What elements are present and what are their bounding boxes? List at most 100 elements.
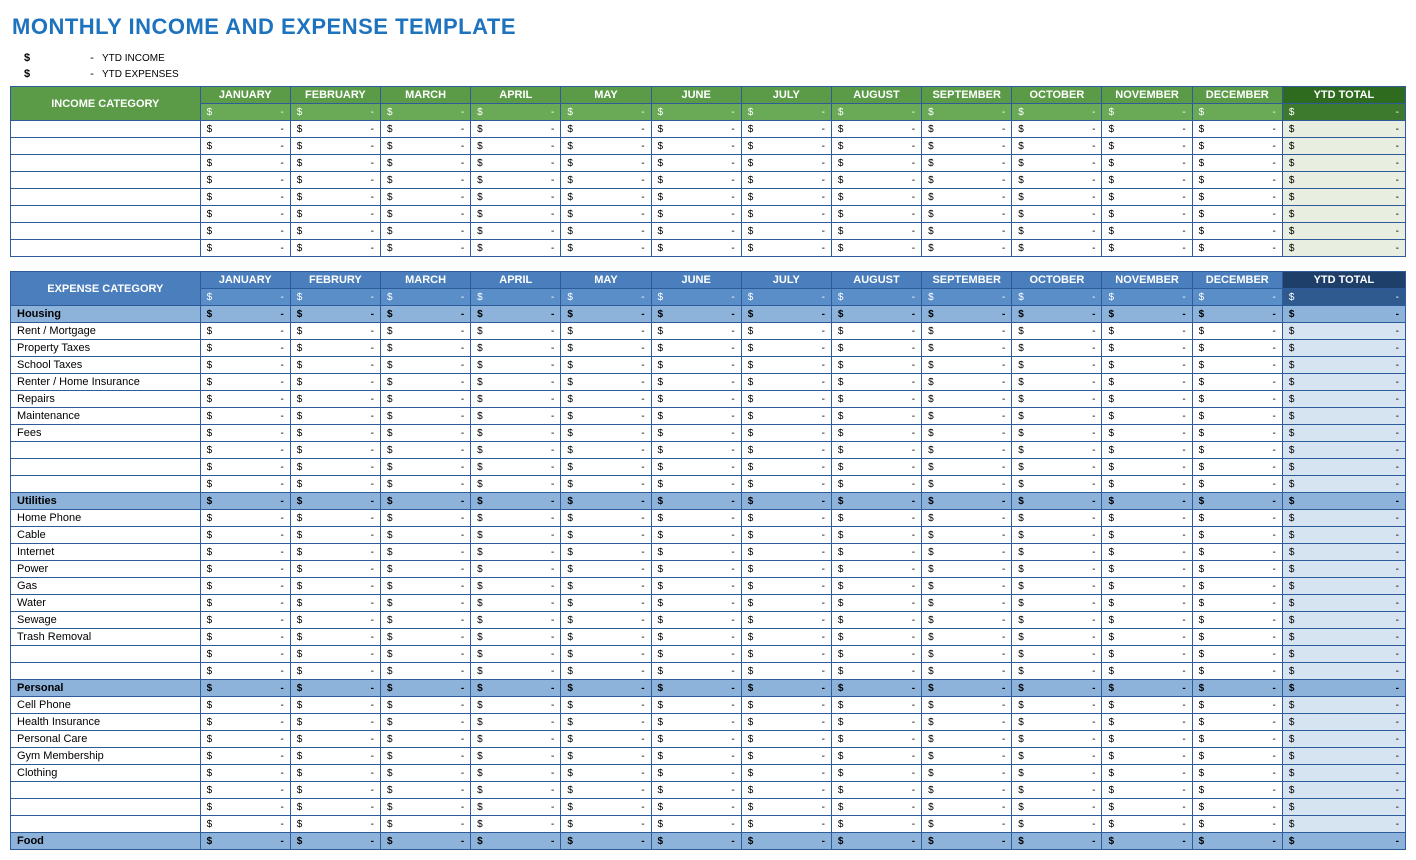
expense-cell[interactable]: $- — [831, 476, 921, 493]
expense-group-cell[interactable]: $- — [831, 833, 921, 850]
expense-cell[interactable]: $- — [922, 357, 1012, 374]
expense-group-cell[interactable]: $- — [831, 493, 921, 510]
income-cell[interactable]: $- — [471, 206, 561, 223]
expense-cell[interactable]: $- — [741, 646, 831, 663]
income-ytd-cell[interactable]: $- — [1282, 155, 1405, 172]
expense-cell[interactable]: $- — [922, 595, 1012, 612]
expense-item-label[interactable]: Repairs — [11, 391, 201, 408]
expense-cell[interactable]: $- — [471, 765, 561, 782]
expense-cell[interactable]: $- — [1192, 816, 1282, 833]
expense-cell[interactable]: $- — [651, 408, 741, 425]
expense-cell[interactable]: $- — [380, 748, 470, 765]
expense-cell[interactable]: $- — [1192, 391, 1282, 408]
expense-cell[interactable]: $- — [922, 612, 1012, 629]
expense-cell[interactable]: $- — [651, 442, 741, 459]
expense-cell[interactable]: $- — [471, 323, 561, 340]
expense-group-cell[interactable]: $- — [380, 680, 470, 697]
income-cell[interactable]: $- — [741, 240, 831, 257]
expense-cell[interactable]: $- — [741, 340, 831, 357]
expense-ytd-cell[interactable]: $- — [1282, 391, 1405, 408]
expense-cell[interactable]: $- — [471, 374, 561, 391]
expense-cell[interactable]: $- — [290, 646, 380, 663]
income-cell[interactable]: $- — [831, 189, 921, 206]
expense-cell[interactable]: $- — [290, 476, 380, 493]
expense-group-cell[interactable]: $- — [1012, 306, 1102, 323]
expense-ytd-cell[interactable]: $- — [1282, 425, 1405, 442]
expense-cell[interactable]: $- — [741, 748, 831, 765]
expense-cell[interactable]: $- — [1012, 323, 1102, 340]
income-cell[interactable]: $- — [651, 172, 741, 189]
expense-cell[interactable]: $- — [651, 476, 741, 493]
expense-ytd-cell[interactable]: $- — [1282, 663, 1405, 680]
expense-cell[interactable]: $- — [1012, 799, 1102, 816]
expense-cell[interactable]: $- — [561, 816, 651, 833]
expense-cell[interactable]: $- — [741, 459, 831, 476]
expense-ytd-cell[interactable]: $- — [1282, 612, 1405, 629]
expense-cell[interactable]: $- — [471, 663, 561, 680]
income-cell[interactable]: $- — [561, 172, 651, 189]
expense-cell[interactable]: $- — [922, 731, 1012, 748]
expense-cell[interactable]: $- — [200, 510, 290, 527]
income-cell[interactable]: $- — [1192, 223, 1282, 240]
expense-group-cell[interactable]: $- — [1102, 306, 1192, 323]
expense-cell[interactable]: $- — [561, 408, 651, 425]
expense-cell[interactable]: $- — [831, 544, 921, 561]
income-category-cell[interactable] — [11, 155, 201, 172]
expense-cell[interactable]: $- — [1012, 697, 1102, 714]
expense-item-label[interactable]: Clothing — [11, 765, 201, 782]
income-cell[interactable]: $- — [380, 121, 470, 138]
expense-group-cell[interactable]: $- — [741, 833, 831, 850]
expense-item-label[interactable] — [11, 799, 201, 816]
expense-cell[interactable]: $- — [1102, 476, 1192, 493]
income-category-cell[interactable] — [11, 172, 201, 189]
expense-cell[interactable]: $- — [1192, 646, 1282, 663]
expense-group-cell[interactable]: $- — [471, 833, 561, 850]
expense-cell[interactable]: $- — [831, 748, 921, 765]
expense-cell[interactable]: $- — [741, 357, 831, 374]
expense-cell[interactable]: $- — [651, 357, 741, 374]
expense-cell[interactable]: $- — [1102, 544, 1192, 561]
income-cell[interactable]: $- — [1192, 138, 1282, 155]
expense-cell[interactable]: $- — [922, 663, 1012, 680]
expense-item-label[interactable] — [11, 646, 201, 663]
expense-cell[interactable]: $- — [200, 544, 290, 561]
expense-item-label[interactable]: Maintenance — [11, 408, 201, 425]
expense-cell[interactable]: $- — [290, 663, 380, 680]
expense-item-label[interactable]: Renter / Home Insurance — [11, 374, 201, 391]
expense-cell[interactable]: $- — [471, 340, 561, 357]
expense-cell[interactable]: $- — [380, 714, 470, 731]
income-cell[interactable]: $- — [1012, 240, 1102, 257]
expense-cell[interactable]: $- — [380, 731, 470, 748]
expense-cell[interactable]: $- — [1192, 663, 1282, 680]
income-cell[interactable]: $- — [1102, 172, 1192, 189]
expense-cell[interactable]: $- — [1102, 765, 1192, 782]
income-ytd-cell[interactable]: $- — [1282, 172, 1405, 189]
expense-cell[interactable]: $- — [200, 748, 290, 765]
expense-cell[interactable]: $- — [471, 442, 561, 459]
expense-cell[interactable]: $- — [200, 578, 290, 595]
expense-cell[interactable]: $- — [561, 697, 651, 714]
expense-cell[interactable]: $- — [1102, 816, 1192, 833]
expense-cell[interactable]: $- — [290, 765, 380, 782]
expense-cell[interactable]: $- — [1192, 476, 1282, 493]
expense-cell[interactable]: $- — [1102, 748, 1192, 765]
income-cell[interactable]: $- — [1192, 189, 1282, 206]
income-cell[interactable]: $- — [922, 155, 1012, 172]
expense-cell[interactable]: $- — [380, 595, 470, 612]
income-cell[interactable]: $- — [380, 138, 470, 155]
expense-ytd-cell[interactable]: $- — [1282, 731, 1405, 748]
income-cell[interactable]: $- — [922, 206, 1012, 223]
expense-group-cell[interactable]: $- — [1012, 680, 1102, 697]
expense-cell[interactable]: $- — [651, 510, 741, 527]
expense-cell[interactable]: $- — [200, 476, 290, 493]
income-cell[interactable]: $- — [1012, 138, 1102, 155]
expense-group-cell[interactable]: $- — [651, 680, 741, 697]
income-cell[interactable]: $- — [1012, 223, 1102, 240]
expense-cell[interactable]: $- — [200, 595, 290, 612]
expense-cell[interactable]: $- — [1102, 782, 1192, 799]
expense-cell[interactable]: $- — [561, 391, 651, 408]
expense-cell[interactable]: $- — [741, 731, 831, 748]
expense-cell[interactable]: $- — [1192, 578, 1282, 595]
expense-cell[interactable]: $- — [1012, 629, 1102, 646]
expense-cell[interactable]: $- — [290, 323, 380, 340]
